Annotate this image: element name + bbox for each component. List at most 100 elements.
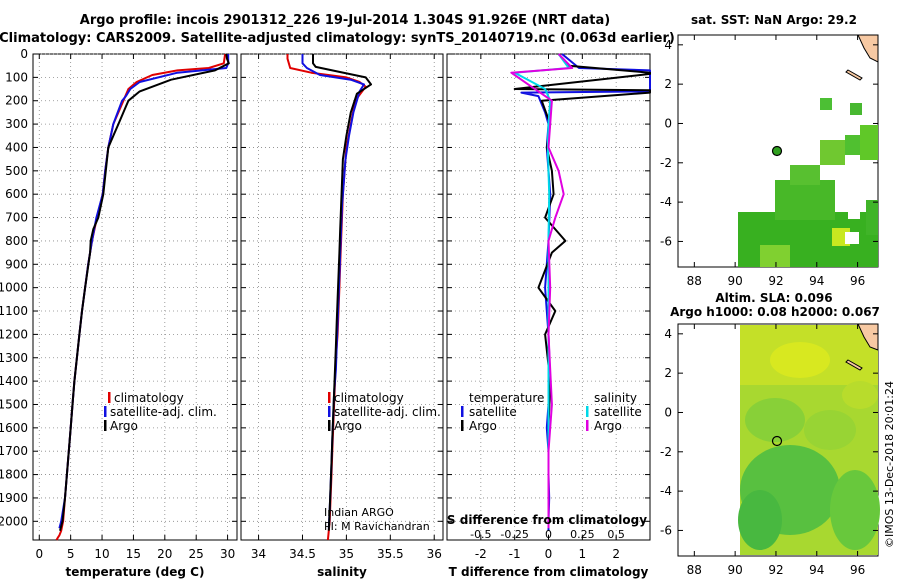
map-y-tick-label: -2	[660, 445, 672, 459]
map-x-tick-label: 90	[728, 563, 743, 577]
sst-patch	[860, 125, 878, 160]
sla-map-title2: Argo h1000: 0.08 h2000: 0.067	[670, 305, 880, 319]
depth-tick-label: 1900	[0, 491, 28, 505]
legend-swatch-s-argo	[586, 420, 589, 431]
map-x-tick-label: 90	[728, 274, 743, 288]
legend-label-t-satellite: satellite	[469, 405, 517, 419]
legend-label-satellite: satellite-adj. clim.	[334, 405, 441, 419]
depth-tick-label: 1300	[0, 351, 28, 365]
depth-tick-label: 1100	[0, 304, 28, 318]
legend-label-climatology: climatology	[114, 391, 184, 405]
x-tick-label: 35	[339, 547, 354, 561]
sst-map-field	[738, 98, 878, 267]
salinity-legend: climatology satellite-adj. clim. Argo In…	[324, 391, 441, 533]
x-axis-label: T difference from climatology	[449, 565, 649, 579]
legend-swatch-t-argo	[461, 420, 464, 431]
sla-map-title1: Altim. SLA: 0.096	[715, 291, 832, 305]
legend-label-argo: Argo	[110, 419, 138, 433]
sst-gap	[848, 205, 860, 219]
map-y-tick-label: -4	[660, 484, 672, 498]
float-position-marker	[771, 145, 783, 157]
sst-patch	[820, 98, 832, 110]
figure-title-line1: Argo profile: incois 2901312_226 19-Jul-…	[80, 13, 610, 28]
depth-tick-label: 700	[5, 211, 28, 225]
depth-tick-label: 1000	[0, 281, 28, 295]
legend-label-argo: Argo	[334, 419, 362, 433]
sla-blob	[738, 490, 782, 550]
map-x-tick-label: 92	[768, 563, 783, 577]
x-tick-label: 15	[126, 547, 141, 561]
temperature-panel: 0 5 10 15 20 25 30 temperature (deg C)	[32, 53, 238, 579]
sst-gap	[845, 232, 859, 244]
depth-tick-label: 1600	[0, 421, 28, 435]
s-difference-tick-label: 0.25	[570, 528, 595, 541]
difference-panel: -2 -1 0 1 2 T difference from climatology -0.5…	[446, 53, 651, 579]
map-y-tick-label: -6	[660, 523, 672, 537]
x-axis-label: salinity	[317, 565, 367, 579]
x-tick-label: 5	[67, 547, 75, 561]
depth-tick-label: 900	[5, 257, 28, 271]
s-difference-tick-label: 0.5	[607, 528, 625, 541]
x-tick-label: 36	[427, 547, 442, 561]
depth-axis: 0 100 200 300 400 500 600 700 800 900 1000 1100 1200…	[0, 47, 28, 528]
series-line-argo	[59, 53, 230, 531]
credit-pi: PI: M Ravichandran	[324, 520, 430, 533]
legend-swatch-argo	[328, 420, 331, 431]
x-tick-label: 10	[94, 547, 109, 561]
x-axis-label: temperature (deg C)	[66, 565, 205, 579]
sst-map: sat. SST: NaN Argo: 29.2 4 2 0 -2 -4 -6 88 90 92…	[660, 13, 879, 288]
x-tick-label: -2	[475, 547, 487, 561]
plot-frame	[240, 53, 444, 541]
legend-swatch-s-satellite	[586, 406, 589, 417]
legend-label-climatology: climatology	[334, 391, 404, 405]
sst-map-title: sat. SST: NaN Argo: 29.2	[691, 13, 857, 27]
depth-tick-label: 400	[5, 140, 28, 154]
sst-patch	[850, 103, 862, 115]
island	[845, 69, 863, 81]
map-x-tick-label: 88	[687, 274, 702, 288]
depth-tick-label: 200	[5, 94, 28, 108]
map-y-tick-label: -4	[660, 195, 672, 209]
map-x-tick-label: 94	[809, 563, 824, 577]
depth-tick-label: 600	[5, 187, 28, 201]
sla-blob	[842, 381, 878, 409]
x-tick-label: -1	[509, 547, 521, 561]
sst-patch	[760, 245, 790, 267]
landmass-sumatra	[857, 323, 879, 351]
float-position-marker	[771, 435, 783, 447]
map-x-tick-label: 94	[809, 274, 824, 288]
depth-tick-label: 500	[5, 164, 28, 178]
sla-blob	[804, 410, 856, 450]
map-y-tick-label: 2	[664, 77, 672, 91]
map-y-tick-label: 4	[664, 327, 672, 341]
figure-title-line2: Climatology: CARS2009. Satellite-adjuste…	[0, 31, 675, 46]
legend-swatch-satellite	[328, 406, 331, 417]
map-x-tick-label: 96	[850, 563, 865, 577]
depth-tick-label: 1200	[0, 327, 28, 341]
depth-tick-label: 2000	[0, 514, 28, 528]
map-y-tick-label: -6	[660, 234, 672, 248]
series-line-argo	[312, 54, 372, 531]
island	[845, 359, 863, 371]
watermark: ©IMOS 13-Dec-2018 20:01:24	[883, 381, 896, 548]
temperature-legend: climatology satellite-adj. clim. Argo	[104, 391, 217, 433]
legend-swatch-climatology	[108, 392, 111, 403]
x-tick-label: 25	[189, 547, 204, 561]
sla-blob	[770, 342, 830, 378]
legend-swatch-climatology	[328, 392, 331, 403]
legend-swatch-argo	[104, 420, 107, 431]
sst-patch	[866, 200, 878, 235]
difference-legend: temperature satellite Argo salinity sate…	[447, 391, 647, 527]
x-tick-label: 35.5	[377, 547, 404, 561]
sst-patch	[820, 140, 845, 165]
x-tick-label: 1	[579, 547, 587, 561]
s-difference-axis-label: S difference from climatology	[447, 513, 647, 527]
salinity-panel: 34 34.5 35 35.5 36 salinity	[240, 53, 444, 579]
map-y-tick-label: -2	[660, 156, 672, 170]
map-x-tick-label: 92	[768, 274, 783, 288]
series-line-salinity-satellite	[513, 53, 570, 529]
x-tick-label: 2	[612, 547, 620, 561]
s-difference-tick-label: -0.25	[500, 528, 528, 541]
sst-map-axes: 4 2 0 -2 -4 -6 88 90 92 94 96	[660, 35, 878, 288]
x-tick-label: 20	[157, 547, 172, 561]
